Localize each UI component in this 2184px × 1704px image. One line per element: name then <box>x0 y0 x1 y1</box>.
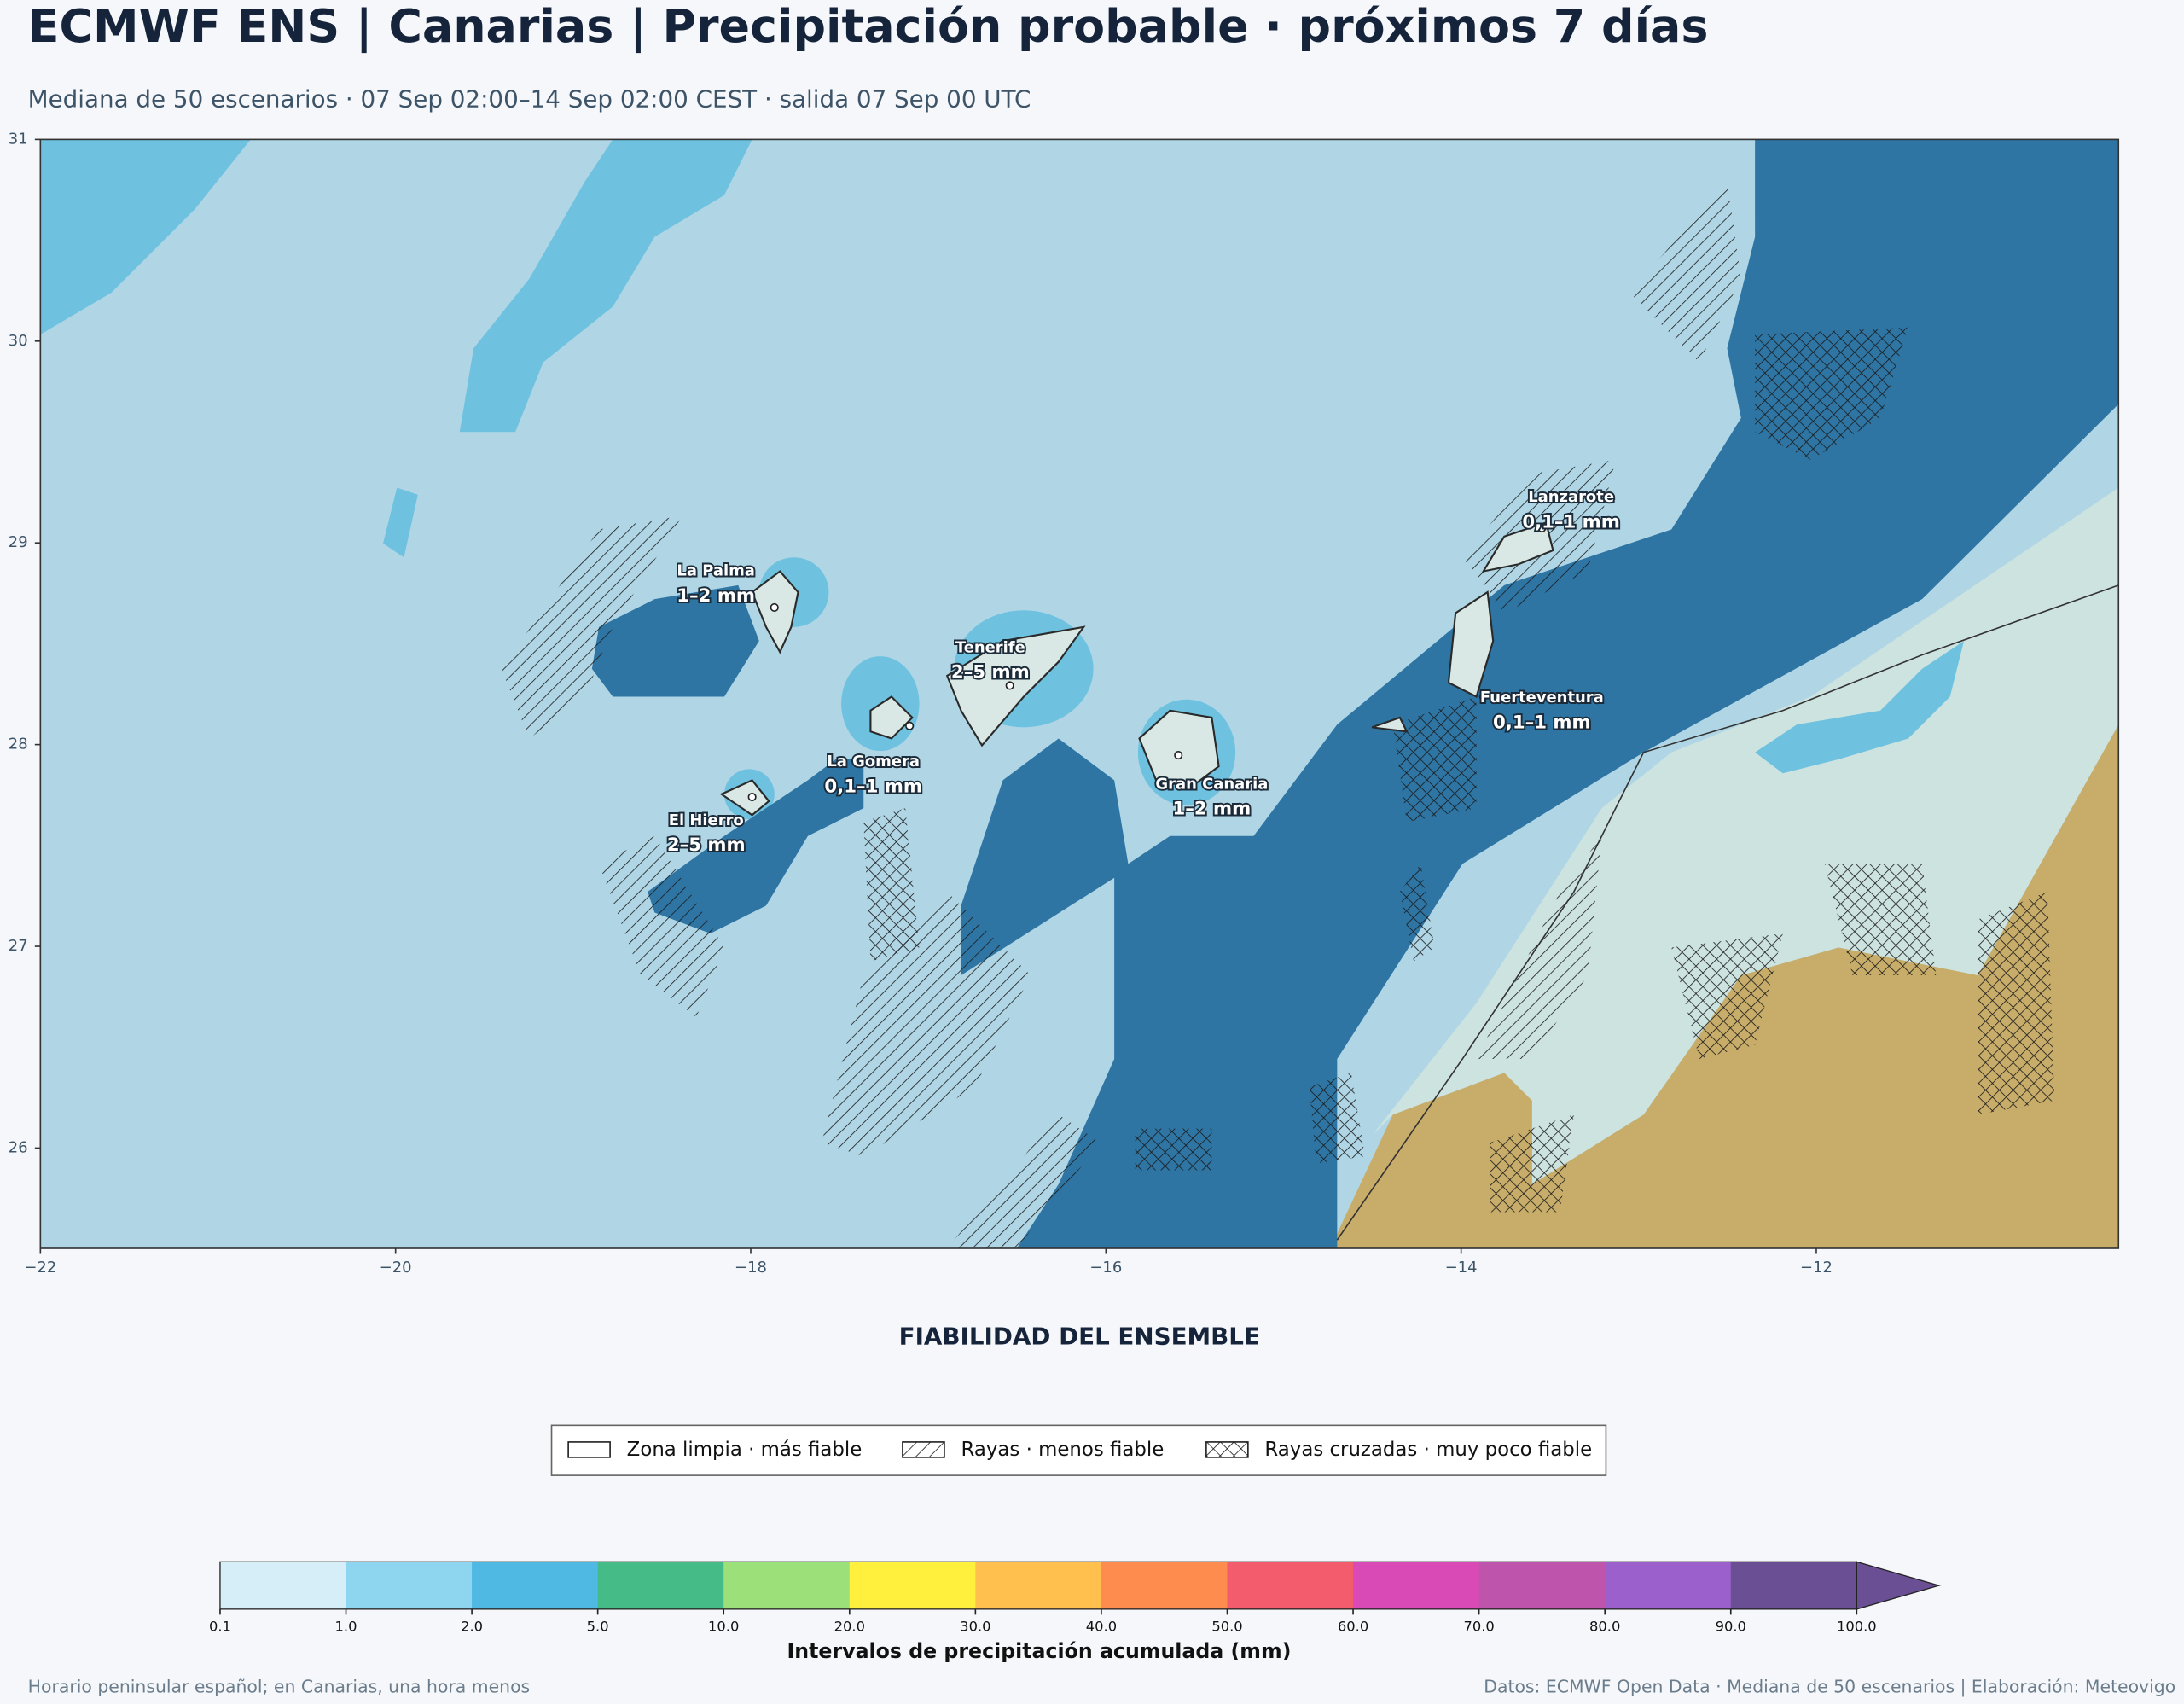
x-tick-label: −22 <box>24 1259 56 1277</box>
island-marker <box>1478 692 1488 701</box>
colorbar-tick-label: 30.0 <box>960 1619 990 1635</box>
island-name: Tenerife <box>956 638 1025 656</box>
legend-swatch <box>567 1441 611 1458</box>
legend-label: Rayas cruzadas · muy poco fiable <box>1264 1439 1592 1461</box>
x-tick-label: −16 <box>1089 1259 1122 1277</box>
island-value: 1–2 mm <box>677 585 755 607</box>
axes: −22 −20 −18 −16 −14 −12 31 30 29 28 27 26 <box>9 130 1833 1276</box>
legend-label: Zona limpia · más fiable <box>627 1439 863 1461</box>
colorbar-frame <box>219 1561 1857 1610</box>
subtitle: Mediana de 50 escenarios · 07 Sep 02:00–… <box>28 85 1031 113</box>
islands <box>719 521 1554 817</box>
footer-left: Horario peninsular español; en Canarias,… <box>28 1676 531 1696</box>
colorbar-swatch <box>1227 1562 1354 1609</box>
colorbar-tick-label: 80.0 <box>1589 1619 1620 1635</box>
colorbar-swatch <box>1730 1562 1858 1609</box>
island-name: Lanzarote <box>1528 488 1614 506</box>
y-tick-label: 30 <box>9 332 28 350</box>
colorbar-tick-label: 100.0 <box>1837 1619 1877 1635</box>
colorbar-tick-label: 1.0 <box>335 1619 357 1635</box>
map <box>40 139 2119 1248</box>
colorbar-swatch <box>1353 1562 1480 1609</box>
island-value: 0,1–1 mm <box>824 776 922 798</box>
colorbar-swatch <box>219 1562 347 1609</box>
colorbar-tick-label: 0.1 <box>209 1619 231 1635</box>
island-marker <box>770 602 779 613</box>
hatched-zone <box>501 181 1741 1248</box>
island-name: Fuerteventura <box>1480 689 1604 707</box>
footer-right: Datos: ECMWF Open Data · Mediana de 50 e… <box>1484 1676 2175 1697</box>
colorbar-tick-label: 2.0 <box>461 1619 483 1635</box>
island-name: La Palma <box>677 562 755 580</box>
island-value: 0,1–1 mm <box>1493 712 1591 733</box>
colorbar-tick-label: 20.0 <box>834 1619 865 1635</box>
colorbar-swatch <box>1101 1562 1228 1609</box>
colorbar-tick-label: 60.0 <box>1338 1619 1368 1635</box>
colorbar-swatch <box>849 1562 977 1609</box>
island-name: Gran Canaria <box>1155 775 1268 793</box>
colorbar-swatch <box>1605 1562 1732 1609</box>
colorbar-tick-label: 90.0 <box>1716 1619 1746 1635</box>
title: ECMWF ENS | Canarias | Precipitación pro… <box>28 0 1709 53</box>
legend-label: Rayas · menos fiable <box>961 1439 1165 1461</box>
x-tick-label: −18 <box>735 1259 767 1277</box>
island-labels: La Palma 1–2 mm Tenerife 2–5 mm La Gomera 0,1… <box>665 486 1622 858</box>
colorbar-swatch <box>346 1562 473 1609</box>
legend-title: FIABILIDAD DEL ENSEMBLE <box>899 1322 1260 1350</box>
y-tick-label: 26 <box>9 1138 28 1156</box>
colorbar-swatch <box>975 1562 1102 1609</box>
colorbar-extend <box>1856 1561 1942 1610</box>
colorbar-tick-label: 40.0 <box>1086 1619 1117 1635</box>
island-marker <box>1174 750 1183 760</box>
island-value: 2–5 mm <box>951 662 1030 683</box>
island-name: La Gomera <box>827 753 920 771</box>
colorbar-tick-label: 5.0 <box>587 1619 609 1635</box>
land <box>1330 724 2119 1248</box>
map-frame <box>39 138 2120 1249</box>
island-value: 0,1–1 mm <box>1522 511 1620 532</box>
y-tick-label: 29 <box>9 533 28 551</box>
island-value: 1–2 mm <box>1173 799 1252 820</box>
legend-box <box>550 1424 1607 1476</box>
coastline <box>1336 584 2119 1241</box>
island-value: 2–5 mm <box>667 835 746 856</box>
island-marker <box>747 792 757 802</box>
colorbar-tick-label: 10.0 <box>708 1619 739 1635</box>
colorbar-swatch <box>597 1562 725 1609</box>
colorbar-swatch <box>472 1562 599 1609</box>
colorbar: 0.1 1.0 2.0 5.0 10.0 20.0 30.0 40.0 50.0 60.0 70.0… <box>209 1561 1942 1635</box>
colorbar-swatch <box>1478 1562 1606 1609</box>
legend: Zona limpia · más fiable Rayas · menos fi… <box>567 1439 1592 1461</box>
y-tick-label: 28 <box>9 736 28 753</box>
colorbar-tick-label: 70.0 <box>1463 1619 1494 1635</box>
island-marker <box>905 721 915 730</box>
y-tick-label: 27 <box>9 937 28 955</box>
colorbar-tick-label: 50.0 <box>1211 1619 1242 1635</box>
x-tick-label: −20 <box>380 1259 412 1277</box>
island-marker <box>1537 523 1547 532</box>
x-tick-label: −14 <box>1445 1259 1478 1277</box>
legend-swatch <box>1205 1441 1249 1458</box>
x-tick-label: −12 <box>1800 1259 1833 1277</box>
colorbar-swatch <box>723 1562 851 1609</box>
island-marker <box>1005 681 1014 690</box>
cross-hatched-zone <box>863 327 2055 1213</box>
y-tick-label: 31 <box>9 130 28 148</box>
island-name: El Hierro <box>669 811 744 829</box>
legend-swatch <box>902 1441 945 1458</box>
colorbar-label: Intervalos de precipitación acumulada (m… <box>787 1639 1291 1663</box>
